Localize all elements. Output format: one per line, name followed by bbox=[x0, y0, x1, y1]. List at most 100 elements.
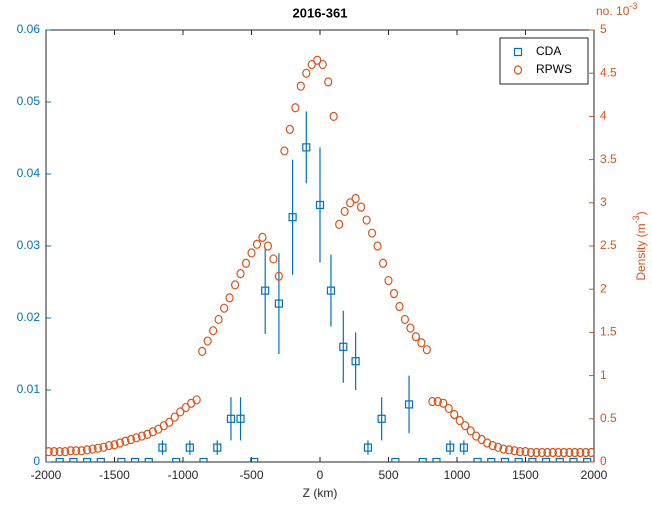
data-point bbox=[461, 421, 470, 431]
data-point bbox=[96, 457, 105, 462]
chart-title: 2016-361 bbox=[293, 5, 348, 20]
data-point bbox=[46, 447, 53, 457]
data-point bbox=[587, 447, 594, 458]
data-point bbox=[315, 200, 325, 210]
legend-label: CDA bbox=[536, 44, 561, 58]
data-point bbox=[432, 457, 441, 462]
data-point bbox=[362, 215, 371, 225]
data-point bbox=[288, 213, 297, 222]
x-tick-label: -2000 bbox=[31, 468, 62, 482]
data-point bbox=[263, 241, 273, 251]
data-point bbox=[302, 68, 311, 78]
data-point bbox=[61, 447, 70, 457]
data-point bbox=[261, 286, 270, 295]
y-tick-label: 0 bbox=[33, 454, 40, 468]
data-point bbox=[541, 457, 551, 462]
data-point bbox=[581, 447, 590, 458]
data-point bbox=[104, 440, 114, 451]
data-point bbox=[307, 59, 316, 70]
data-point bbox=[559, 447, 568, 458]
data-point bbox=[226, 414, 236, 423]
data-point bbox=[494, 442, 503, 452]
data-point bbox=[500, 457, 510, 462]
data-point bbox=[241, 258, 251, 268]
data-point bbox=[192, 395, 201, 405]
data-point bbox=[377, 414, 386, 423]
data-point bbox=[384, 275, 393, 286]
data-point bbox=[121, 436, 130, 446]
data-point bbox=[50, 447, 59, 457]
y2-tick-label: 4 bbox=[600, 109, 607, 123]
y2-exponent: no. 10-3 bbox=[596, 1, 637, 18]
data-point bbox=[236, 414, 245, 423]
plot-area bbox=[46, 55, 594, 462]
x-tick-label: 2000 bbox=[581, 468, 608, 482]
data-point bbox=[158, 443, 167, 452]
y2-tick-label: 1 bbox=[600, 368, 607, 382]
data-point bbox=[291, 103, 300, 113]
data-point bbox=[302, 143, 311, 152]
data-point bbox=[172, 457, 181, 462]
data-point bbox=[378, 258, 388, 268]
data-point bbox=[444, 403, 453, 414]
data-point bbox=[115, 438, 125, 448]
data-point bbox=[555, 457, 564, 462]
data-point bbox=[181, 402, 190, 413]
y2-tick-label: 2 bbox=[600, 281, 607, 295]
data-point bbox=[528, 457, 537, 462]
data-point bbox=[351, 193, 360, 204]
legend-marker bbox=[513, 65, 523, 75]
data-point bbox=[198, 346, 207, 357]
data-point bbox=[247, 248, 256, 258]
data-point bbox=[269, 254, 278, 264]
data-point bbox=[569, 457, 578, 462]
data-point bbox=[406, 323, 415, 333]
data-point bbox=[88, 444, 97, 454]
data-point bbox=[504, 445, 514, 455]
data-point bbox=[185, 443, 194, 452]
data-point bbox=[515, 447, 525, 457]
data-point bbox=[532, 447, 541, 458]
data-point bbox=[143, 429, 152, 439]
data-point bbox=[326, 286, 336, 295]
data-point bbox=[537, 447, 547, 458]
data-point bbox=[339, 342, 348, 351]
data-point bbox=[570, 447, 579, 458]
data-point bbox=[391, 457, 400, 462]
data-point bbox=[280, 146, 289, 156]
data-point bbox=[335, 219, 344, 229]
y2-label-power: -3 bbox=[631, 215, 641, 223]
data-point bbox=[130, 457, 140, 462]
data-point bbox=[225, 293, 234, 303]
data-point bbox=[296, 81, 305, 91]
data-point bbox=[250, 457, 259, 462]
data-point bbox=[395, 301, 404, 312]
data-point bbox=[487, 457, 496, 462]
data-point bbox=[230, 280, 240, 290]
data-point bbox=[313, 55, 322, 65]
data-point bbox=[93, 443, 103, 453]
data-point bbox=[466, 426, 475, 436]
y2-tick-label: 5 bbox=[600, 22, 607, 36]
data-point bbox=[351, 357, 360, 366]
data-point bbox=[82, 445, 92, 455]
data-point bbox=[82, 457, 92, 462]
data-point bbox=[213, 443, 222, 452]
data-point bbox=[543, 447, 552, 458]
y-tick-label: 0.03 bbox=[17, 238, 41, 252]
data-point bbox=[66, 446, 75, 456]
x-tick-label: -1500 bbox=[99, 468, 130, 482]
y2-tick-label: 0.5 bbox=[600, 411, 617, 425]
data-point bbox=[400, 314, 410, 325]
y2-label-text: Density (m bbox=[634, 223, 648, 280]
x-tick-label: 1500 bbox=[512, 468, 539, 482]
data-point bbox=[446, 443, 455, 452]
data-point bbox=[357, 202, 366, 212]
data-point bbox=[165, 417, 174, 427]
x-tick-label: -1000 bbox=[168, 468, 199, 482]
data-point bbox=[137, 431, 146, 441]
data-point bbox=[422, 345, 431, 355]
data-point bbox=[363, 443, 373, 452]
data-point bbox=[99, 442, 108, 452]
